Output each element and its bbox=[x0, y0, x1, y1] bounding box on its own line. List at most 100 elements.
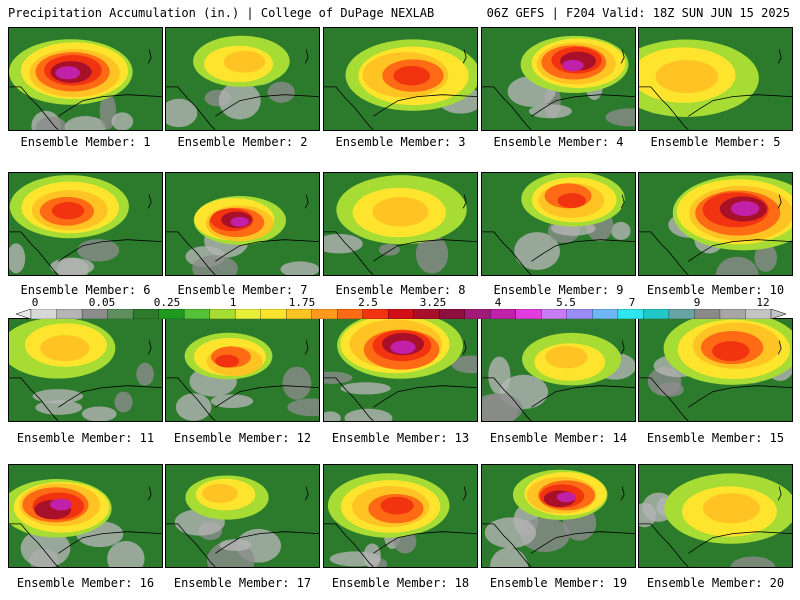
ensemble-member-label: Ensemble Member: 14 bbox=[489, 431, 628, 445]
precip-map bbox=[482, 173, 635, 275]
colorbar-tick-label: 2.5 bbox=[358, 296, 378, 309]
ensemble-member-label: Ensemble Member: 16 bbox=[16, 576, 155, 590]
ensemble-member-panel bbox=[481, 172, 636, 276]
precip-map bbox=[166, 173, 319, 275]
colorbar-segment bbox=[107, 309, 134, 319]
colorbar bbox=[16, 309, 786, 319]
ensemble-member-label: Ensemble Member: 17 bbox=[173, 576, 312, 590]
ensemble-member-panel bbox=[165, 318, 320, 422]
ensemble-member-panel bbox=[481, 318, 636, 422]
colorbar-segment bbox=[337, 309, 364, 319]
colorbar-segment bbox=[81, 309, 109, 319]
ensemble-member-label: Ensemble Member: 7 bbox=[177, 283, 308, 297]
colorbar-segment bbox=[541, 309, 568, 319]
precip-map bbox=[482, 319, 635, 421]
colorbar-segment bbox=[413, 309, 440, 319]
precip-map bbox=[324, 465, 477, 567]
precip-map bbox=[639, 465, 792, 567]
ensemble-member-label: Ensemble Member: 11 bbox=[16, 431, 155, 445]
ensemble-member-panel bbox=[8, 464, 163, 568]
colorbar-tick-label: 12 bbox=[756, 296, 770, 309]
ensemble-member-panel bbox=[165, 464, 320, 568]
colorbar-segment bbox=[234, 309, 262, 319]
precip-map bbox=[482, 28, 635, 130]
colorbar-segment bbox=[643, 309, 670, 319]
precip-map bbox=[166, 465, 319, 567]
colorbar-segment bbox=[566, 309, 593, 319]
colorbar-segment bbox=[464, 309, 491, 319]
ensemble-member-label: Ensemble Member: 12 bbox=[173, 431, 312, 445]
ensemble-member-panel bbox=[638, 27, 793, 131]
colorbar-segment bbox=[719, 309, 746, 319]
colorbar-segment bbox=[592, 309, 619, 319]
colorbar-segment bbox=[515, 309, 542, 319]
ensemble-member-panel bbox=[638, 172, 793, 276]
ensemble-member-label: Ensemble Member: 2 bbox=[177, 135, 308, 149]
ensemble-member-label: Ensemble Member: 1 bbox=[20, 135, 151, 149]
colorbar-tick-label: 7 bbox=[628, 296, 636, 309]
ensemble-member-panel bbox=[8, 172, 163, 276]
colorbar-tick-label: 0 bbox=[31, 296, 39, 309]
colorbar-segment bbox=[183, 309, 211, 319]
precip-map bbox=[482, 465, 635, 567]
precip-map bbox=[639, 173, 792, 275]
ensemble-member-label: Ensemble Member: 19 bbox=[489, 576, 628, 590]
precip-map bbox=[9, 28, 162, 130]
colorbar-segment bbox=[56, 309, 83, 319]
ensemble-member-panel bbox=[638, 318, 793, 422]
ensemble-member-label: Ensemble Member: 8 bbox=[335, 283, 466, 297]
precip-map bbox=[166, 319, 319, 421]
ensemble-member-panel bbox=[638, 464, 793, 568]
ensemble-member-label: Ensemble Member: 20 bbox=[646, 576, 785, 590]
colorbar-max-arrow bbox=[770, 309, 786, 319]
ensemble-member-panel bbox=[323, 464, 478, 568]
precip-map bbox=[324, 28, 477, 130]
precip-map bbox=[9, 173, 162, 275]
ensemble-member-label: Ensemble Member: 5 bbox=[650, 135, 781, 149]
header-title: Precipitation Accumulation (in.) | Colle… bbox=[8, 6, 435, 20]
colorbar-segment bbox=[286, 309, 313, 319]
ensemble-member-panel bbox=[323, 318, 478, 422]
colorbar-min-arrow bbox=[16, 309, 32, 319]
colorbar-segment bbox=[209, 309, 236, 319]
colorbar-segment bbox=[260, 309, 287, 319]
colorbar-segment bbox=[388, 309, 415, 319]
colorbar-segment bbox=[617, 309, 644, 319]
colorbar-tick-label: 0.05 bbox=[88, 296, 116, 309]
ensemble-member-label: Ensemble Member: 6 bbox=[20, 283, 151, 297]
ensemble-member-label: Ensemble Member: 15 bbox=[646, 431, 785, 445]
ensemble-member-panel bbox=[165, 27, 320, 131]
ensemble-member-panel bbox=[481, 464, 636, 568]
colorbar-segment bbox=[694, 309, 721, 319]
precip-map bbox=[9, 319, 162, 421]
colorbar-segment bbox=[362, 309, 389, 319]
colorbar-tick-label: 1.75 bbox=[288, 296, 316, 309]
colorbar-tick-label: 5.5 bbox=[556, 296, 576, 309]
ensemble-member-panel bbox=[8, 27, 163, 131]
header-run-info: 06Z GEFS | F204 Valid: 18Z SUN JUN 15 20… bbox=[486, 6, 790, 20]
precip-map bbox=[166, 28, 319, 130]
colorbar-segment bbox=[439, 309, 466, 319]
ensemble-member-label: Ensemble Member: 18 bbox=[331, 576, 470, 590]
precip-map bbox=[9, 465, 162, 567]
ensemble-member-label: Ensemble Member: 10 bbox=[646, 283, 785, 297]
ensemble-member-label: Ensemble Member: 13 bbox=[331, 431, 470, 445]
colorbar-tick-label: 9 bbox=[693, 296, 701, 309]
colorbar-tick-label: 1 bbox=[229, 296, 237, 309]
colorbar-segment bbox=[668, 309, 695, 319]
ensemble-member-panel bbox=[323, 27, 478, 131]
colorbar-tick-label: 4 bbox=[494, 296, 502, 309]
precip-map bbox=[324, 319, 477, 421]
ensemble-member-panel bbox=[165, 172, 320, 276]
colorbar-tick-label: 3.25 bbox=[419, 296, 447, 309]
ensemble-member-panel bbox=[481, 27, 636, 131]
precip-map bbox=[324, 173, 477, 275]
colorbar-segment bbox=[311, 309, 338, 319]
ensemble-member-label: Ensemble Member: 3 bbox=[335, 135, 466, 149]
colorbar-tick-label: 0.25 bbox=[153, 296, 181, 309]
colorbar-tick-labels: 0 0.05 0.25 1 1.75 2.5 3.25 4 5.5 7 9 12 bbox=[0, 297, 800, 308]
precip-map bbox=[639, 319, 792, 421]
colorbar-segment bbox=[30, 309, 57, 319]
ensemble-member-panel bbox=[323, 172, 478, 276]
colorbar-segment bbox=[490, 309, 517, 319]
